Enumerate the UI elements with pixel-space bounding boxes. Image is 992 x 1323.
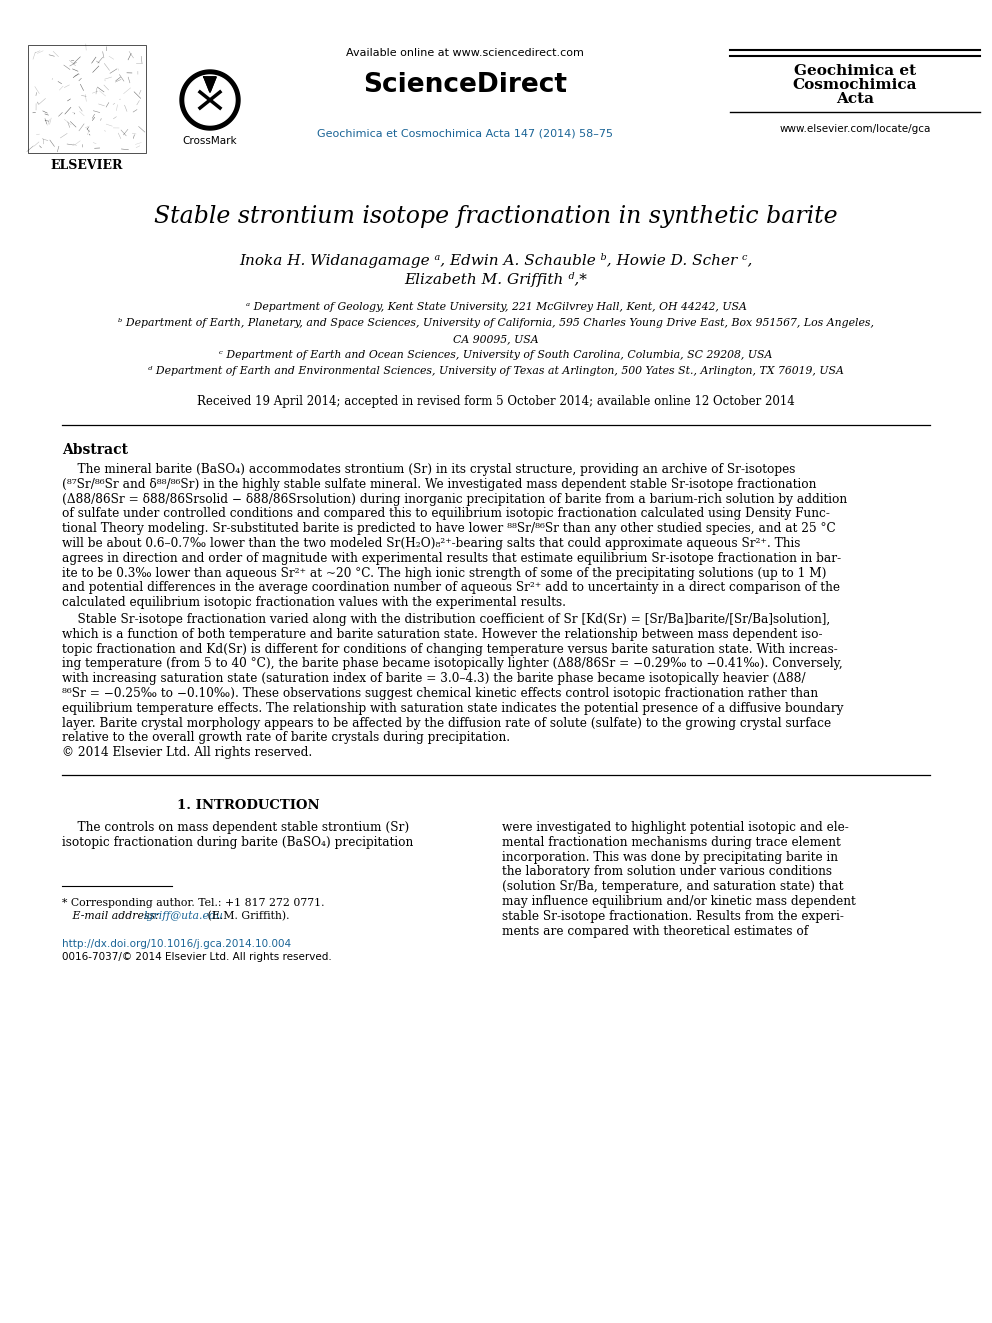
Text: Received 19 April 2014; accepted in revised form 5 October 2014; available onlin: Received 19 April 2014; accepted in revi… xyxy=(197,396,795,407)
Text: ing temperature (from 5 to 40 °C), the barite phase became isotopically lighter : ing temperature (from 5 to 40 °C), the b… xyxy=(62,658,843,671)
Text: relative to the overall growth rate of barite crystals during precipitation.: relative to the overall growth rate of b… xyxy=(62,732,510,745)
Polygon shape xyxy=(185,75,235,124)
Text: with increasing saturation state (saturation index of barite = 3.0–4.3) the bari: with increasing saturation state (satura… xyxy=(62,672,806,685)
Text: tional Theory modeling. Sr-substituted barite is predicted to have lower ⁸⁸Sr/⁸⁶: tional Theory modeling. Sr-substituted b… xyxy=(62,523,835,536)
Text: ite to be 0.3‰ lower than aqueous Sr²⁺ at ~20 °C. The high ionic strength of som: ite to be 0.3‰ lower than aqueous Sr²⁺ a… xyxy=(62,566,826,579)
Text: E-mail address:: E-mail address: xyxy=(62,910,163,921)
Text: layer. Barite crystal morphology appears to be affected by the diffusion rate of: layer. Barite crystal morphology appears… xyxy=(62,717,831,729)
Text: lgriff@uta.edu: lgriff@uta.edu xyxy=(144,910,223,921)
Text: (⁸⁷Sr/⁸⁶Sr and δ⁸⁸/⁸⁶Sr) in the highly stable sulfate mineral. We investigated m: (⁸⁷Sr/⁸⁶Sr and δ⁸⁸/⁸⁶Sr) in the highly s… xyxy=(62,478,816,491)
Text: of sulfate under controlled conditions and compared this to equilibrium isotopic: of sulfate under controlled conditions a… xyxy=(62,508,830,520)
Text: ᵃ Department of Geology, Kent State University, 221 McGilvrey Hall, Kent, OH 442: ᵃ Department of Geology, Kent State Univ… xyxy=(246,302,746,312)
Bar xyxy=(28,45,146,153)
Text: The controls on mass dependent stable strontium (Sr): The controls on mass dependent stable st… xyxy=(62,822,410,833)
Text: were investigated to highlight potential isotopic and ele-: were investigated to highlight potential… xyxy=(502,822,849,833)
Text: ᵇ Department of Earth, Planetary, and Space Sciences, University of California, : ᵇ Department of Earth, Planetary, and Sp… xyxy=(118,318,874,328)
Text: Cosmochimica: Cosmochimica xyxy=(793,78,918,93)
Text: stable Sr-isotope fractionation. Results from the experi-: stable Sr-isotope fractionation. Results… xyxy=(502,910,844,923)
Text: ELSEVIER: ELSEVIER xyxy=(51,159,123,172)
Text: Inoka H. Widanagamage ᵃ, Edwin A. Schauble ᵇ, Howie D. Scher ᶜ,: Inoka H. Widanagamage ᵃ, Edwin A. Schaub… xyxy=(239,253,753,269)
Polygon shape xyxy=(180,70,240,130)
Text: incorporation. This was done by precipitating barite in: incorporation. This was done by precipit… xyxy=(502,851,838,864)
Text: ments are compared with theoretical estimates of: ments are compared with theoretical esti… xyxy=(502,925,808,938)
Text: Acta: Acta xyxy=(836,93,874,106)
Text: Geochimica et: Geochimica et xyxy=(794,64,916,78)
Text: isotopic fractionation during barite (BaSO₄) precipitation: isotopic fractionation during barite (Ba… xyxy=(62,836,414,849)
Text: CA 90095, USA: CA 90095, USA xyxy=(453,333,539,344)
Text: (Δ88/86Sr = δ88/86Srsolid − δ88/86Srsolution) during inorganic precipitation of : (Δ88/86Sr = δ88/86Srsolid − δ88/86Srsolu… xyxy=(62,492,847,505)
Text: ScienceDirect: ScienceDirect xyxy=(363,71,567,98)
Text: http://dx.doi.org/10.1016/j.gca.2014.10.004: http://dx.doi.org/10.1016/j.gca.2014.10.… xyxy=(62,938,291,949)
Text: Geochimica et Cosmochimica Acta 147 (2014) 58–75: Geochimica et Cosmochimica Acta 147 (201… xyxy=(317,128,613,138)
Text: www.elsevier.com/locate/gca: www.elsevier.com/locate/gca xyxy=(780,124,930,134)
Text: Stable strontium isotope fractionation in synthetic barite: Stable strontium isotope fractionation i… xyxy=(154,205,838,228)
Text: 0016-7037/© 2014 Elsevier Ltd. All rights reserved.: 0016-7037/© 2014 Elsevier Ltd. All right… xyxy=(62,951,331,962)
Text: (solution Sr/Ba, temperature, and saturation state) that: (solution Sr/Ba, temperature, and satura… xyxy=(502,880,843,893)
Text: will be about 0.6–0.7‰ lower than the two modeled Sr(H₂O)₈²⁺-bearing salts that : will be about 0.6–0.7‰ lower than the tw… xyxy=(62,537,801,550)
Text: may influence equilibrium and/or kinetic mass dependent: may influence equilibrium and/or kinetic… xyxy=(502,894,856,908)
Text: The mineral barite (BaSO₄) accommodates strontium (Sr) in its crystal structure,: The mineral barite (BaSO₄) accommodates … xyxy=(62,463,796,476)
Text: Stable Sr-isotope fractionation varied along with the distribution coefficient o: Stable Sr-isotope fractionation varied a… xyxy=(62,613,830,626)
Text: Elizabeth M. Griffith ᵈ,*: Elizabeth M. Griffith ᵈ,* xyxy=(405,273,587,287)
Text: Abstract: Abstract xyxy=(62,443,128,456)
Text: (E.M. Griffith).: (E.M. Griffith). xyxy=(204,910,290,921)
Text: © 2014 Elsevier Ltd. All rights reserved.: © 2014 Elsevier Ltd. All rights reserved… xyxy=(62,746,312,759)
Text: ᵈ Department of Earth and Environmental Sciences, University of Texas at Arlingt: ᵈ Department of Earth and Environmental … xyxy=(148,366,844,376)
Text: topic fractionation and Kd(Sr) is different for conditions of changing temperatu: topic fractionation and Kd(Sr) is differ… xyxy=(62,643,838,656)
Polygon shape xyxy=(204,77,216,93)
Text: CrossMark: CrossMark xyxy=(183,136,237,146)
Text: Available online at www.sciencedirect.com: Available online at www.sciencedirect.co… xyxy=(346,48,584,58)
Text: which is a function of both temperature and barite saturation state. However the: which is a function of both temperature … xyxy=(62,628,822,640)
Text: equilibrium temperature effects. The relationship with saturation state indicate: equilibrium temperature effects. The rel… xyxy=(62,701,843,714)
Text: * Corresponding author. Tel.: +1 817 272 0771.: * Corresponding author. Tel.: +1 817 272… xyxy=(62,897,324,908)
Text: calculated equilibrium isotopic fractionation values with the experimental resul: calculated equilibrium isotopic fraction… xyxy=(62,597,566,609)
Text: ⁸⁶Sr = −0.25‰ to −0.10‰). These observations suggest chemical kinetic effects co: ⁸⁶Sr = −0.25‰ to −0.10‰). These observat… xyxy=(62,687,818,700)
Text: mental fractionation mechanisms during trace element: mental fractionation mechanisms during t… xyxy=(502,836,841,849)
Text: the laboratory from solution under various conditions: the laboratory from solution under vario… xyxy=(502,865,832,878)
Text: and potential differences in the average coordination number of aqueous Sr²⁺ add: and potential differences in the average… xyxy=(62,581,840,594)
Text: ᶜ Department of Earth and Ocean Sciences, University of South Carolina, Columbia: ᶜ Department of Earth and Ocean Sciences… xyxy=(219,351,773,360)
Text: 1. INTRODUCTION: 1. INTRODUCTION xyxy=(177,799,319,812)
Text: agrees in direction and order of magnitude with experimental results that estima: agrees in direction and order of magnitu… xyxy=(62,552,841,565)
